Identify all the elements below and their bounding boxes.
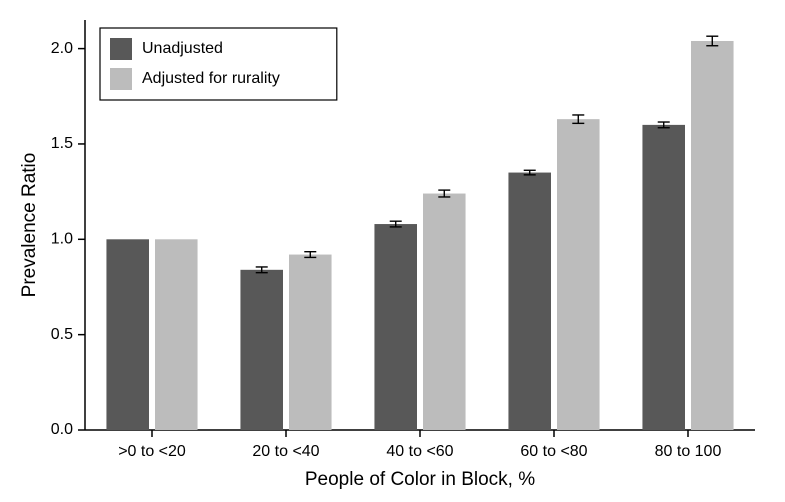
bar bbox=[508, 173, 551, 430]
bar bbox=[106, 239, 149, 430]
x-tick-label: 80 to 100 bbox=[655, 443, 722, 460]
x-tick-label: 60 to <80 bbox=[520, 443, 587, 460]
chart-container: 0.0 0.5 1.0 1.5 2.0 Prevalence Ratio >0 to <20… bbox=[0, 0, 785, 502]
bar-chart: 0.0 0.5 1.0 1.5 2.0 Prevalence Ratio >0 to <20… bbox=[0, 0, 785, 502]
bar bbox=[691, 41, 734, 430]
bar bbox=[374, 224, 417, 430]
bar bbox=[642, 125, 685, 430]
legend-swatch bbox=[110, 38, 132, 60]
legend-label: Unadjusted bbox=[142, 40, 223, 57]
y-tick-label: 0.0 bbox=[51, 421, 73, 438]
legend-label: Adjusted for rurality bbox=[142, 70, 280, 87]
bar bbox=[155, 239, 198, 430]
x-tick-label: 40 to <60 bbox=[386, 443, 453, 460]
bar bbox=[557, 119, 600, 430]
y-tick-label: 0.5 bbox=[51, 326, 73, 343]
bar bbox=[240, 270, 283, 430]
x-tick-label: 20 to <40 bbox=[252, 443, 319, 460]
legend-box bbox=[100, 28, 337, 100]
legend-swatch bbox=[110, 68, 132, 90]
x-axis-label: People of Color in Block, % bbox=[305, 469, 535, 490]
y-tick-label: 1.0 bbox=[51, 231, 73, 248]
y-axis-label: Prevalence Ratio bbox=[19, 153, 40, 298]
y-tick-label: 1.5 bbox=[51, 135, 73, 152]
bar bbox=[423, 194, 466, 430]
y-tick-label: 2.0 bbox=[51, 40, 73, 57]
bar bbox=[289, 255, 332, 430]
x-tick-label: >0 to <20 bbox=[118, 443, 186, 460]
